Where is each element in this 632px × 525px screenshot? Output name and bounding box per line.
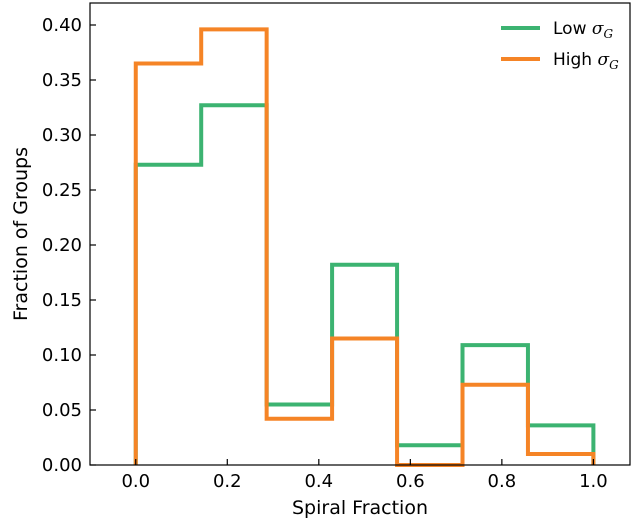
y-tick-label: 0.35 [42, 70, 82, 91]
legend: Low σG High σG [501, 19, 619, 72]
y-axis-label: Fraction of Groups [10, 147, 32, 321]
x-axis-label: Spiral Fraction [292, 497, 428, 519]
y-tick-label: 0.40 [42, 15, 82, 36]
series-line-high [133, 27, 596, 467]
y-tick-label: 0.05 [42, 400, 82, 421]
plot-frame [89, 2, 631, 466]
legend-label-low: Low σG [553, 19, 614, 41]
y-tick-label: 0.00 [42, 455, 82, 476]
x-tick-label: 1.0 [579, 471, 608, 492]
x-tick-label: 0.2 [213, 471, 242, 492]
y-tick-label: 0.25 [42, 180, 82, 201]
series-layer [133, 27, 596, 467]
x-tick-label: 0.0 [121, 471, 150, 492]
x-tick-label: 0.6 [396, 471, 425, 492]
y-tick-label: 0.20 [42, 235, 82, 256]
x-tick-label: 0.8 [488, 471, 517, 492]
y-tick-label: 0.10 [42, 345, 82, 366]
series-line-low [133, 103, 596, 465]
ticks-layer: 0.0 0.2 0.4 0.6 0.8 1.0 0.00 0.05 0.10 0.15 0.20 0.… [42, 15, 608, 492]
legend-label-high: High σG [553, 50, 619, 72]
y-tick-label: 0.30 [42, 125, 82, 146]
y-tick-label: 0.15 [42, 290, 82, 311]
x-tick-label: 0.4 [304, 471, 333, 492]
